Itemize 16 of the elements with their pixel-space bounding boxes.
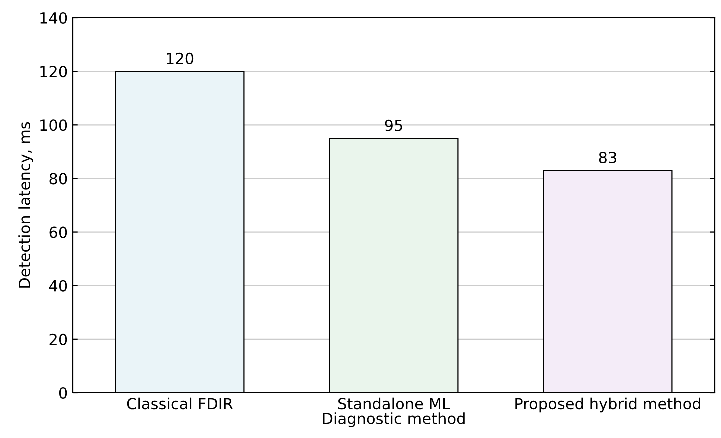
y-tick-label: 80 (50, 173, 68, 185)
x-tick-label: Standalone ML (338, 398, 450, 410)
data-label: 120 (167, 52, 194, 64)
x-tick-label: Proposed hybrid method (516, 398, 700, 413)
x-axis-title: Diagnostic method (323, 412, 465, 428)
y-tick-label: 60 (50, 226, 68, 238)
y-tick-label: 120 (40, 66, 68, 78)
y-tick-label: 20 (50, 334, 68, 346)
y-tick-label: 40 (49, 280, 68, 292)
y-axis-title: Detection latency, ms (18, 122, 34, 288)
data-label: 95 (385, 120, 402, 132)
y-tick-label: 140 (40, 12, 68, 24)
data-label: 83 (599, 152, 616, 164)
y-tick-label: 0 (59, 387, 68, 400)
y-tick-label: 100 (40, 120, 68, 132)
x-tick-label: Classical FDIR (127, 398, 234, 410)
